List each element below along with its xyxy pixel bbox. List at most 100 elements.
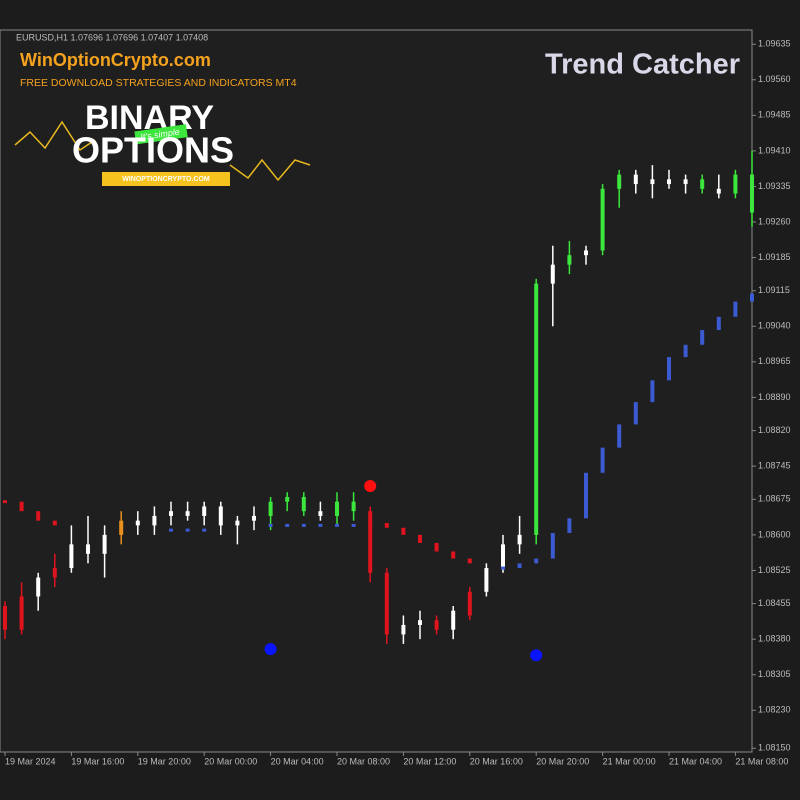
candle-body [617, 174, 622, 189]
trend-segment [517, 563, 522, 569]
candle-body [401, 624, 406, 635]
y-tick-label: 1.09485 [758, 110, 791, 120]
trend-segment [467, 558, 472, 564]
y-tick-label: 1.09115 [758, 285, 790, 295]
candle-body [683, 179, 688, 185]
candle-body [584, 250, 588, 256]
y-tick-label: 1.09185 [758, 252, 791, 262]
trend-segment [600, 447, 605, 473]
trend-segment [202, 528, 207, 532]
candle-body [252, 515, 256, 521]
watermark-tagline: FREE DOWNLOAD STRATEGIES AND INDICATORS … [20, 77, 297, 89]
symbol-header: EURUSD,H1 1.07696 1.07696 1.07407 1.0740… [16, 32, 208, 42]
candle-body [69, 544, 74, 569]
trend-segment [434, 542, 439, 552]
candle-body [418, 620, 422, 625]
y-tick-label: 1.08745 [758, 461, 791, 471]
candle-body [451, 610, 456, 630]
trend-segment [185, 528, 190, 532]
trend-segment [617, 424, 622, 448]
trend-segment [268, 523, 273, 527]
trend-segment [700, 330, 705, 345]
trend-segment [285, 523, 290, 527]
candle-body [733, 174, 738, 194]
candle-body [534, 283, 539, 535]
candle-body [185, 511, 190, 516]
trend-segment [318, 523, 323, 527]
trend-segment [683, 344, 688, 358]
trend-segment [451, 551, 456, 559]
y-tick-label: 1.08965 [758, 356, 791, 366]
candle-body [3, 605, 7, 630]
x-tick-label: 19 Mar 16:00 [71, 756, 124, 766]
candle-body [318, 511, 323, 516]
trend-segment [716, 316, 721, 331]
y-tick-label: 1.09410 [758, 145, 791, 155]
trend-segment [384, 523, 389, 528]
candle-body [750, 174, 754, 213]
x-tick-label: 20 Mar 00:00 [204, 756, 257, 766]
y-tick-label: 1.09260 [758, 216, 791, 226]
y-tick-label: 1.09560 [758, 74, 791, 84]
x-tick-label: 20 Mar 12:00 [403, 756, 456, 766]
candle-body [36, 577, 41, 597]
candle-body [384, 572, 389, 635]
trend-segment [169, 528, 173, 532]
candle-body [19, 596, 24, 630]
x-tick-label: 20 Mar 08:00 [337, 756, 390, 766]
candle-body [716, 188, 721, 194]
candle-body [218, 506, 223, 526]
candle-body [285, 496, 290, 502]
candle-body [169, 511, 173, 516]
logo-zigzag [229, 158, 311, 182]
signal-dot [264, 643, 277, 656]
y-tick-label: 1.08230 [758, 705, 791, 715]
y-tick-label: 1.08890 [758, 392, 791, 402]
y-tick-label: 1.09040 [758, 321, 791, 331]
candle-body [301, 496, 306, 512]
trend-segment [550, 532, 555, 559]
candle-body [52, 568, 57, 578]
signal-dot [364, 480, 377, 493]
y-tick-label: 1.08455 [758, 598, 791, 608]
candle-body [335, 501, 339, 516]
x-tick-label: 20 Mar 04:00 [271, 756, 324, 766]
x-tick-label: 21 Mar 00:00 [603, 756, 656, 766]
candle-body [268, 501, 273, 516]
x-tick-label: 20 Mar 16:00 [470, 756, 523, 766]
url-box [102, 172, 230, 186]
candle-body [434, 620, 439, 630]
y-tick-label: 1.09635 [758, 39, 791, 49]
x-tick-label: 21 Mar 08:00 [735, 756, 788, 766]
candle-body [667, 179, 671, 185]
trend-segment [733, 301, 738, 317]
y-tick-label: 1.08675 [758, 494, 791, 504]
trend-segment [52, 520, 57, 526]
trend-segment [368, 521, 373, 525]
x-tick-label: 19 Mar 20:00 [138, 756, 191, 766]
watermark-url: WINOPTIONCRYPTO.COM [122, 176, 210, 183]
signal-dot [530, 649, 543, 662]
candle-body [152, 515, 157, 526]
y-tick-label: 1.08600 [758, 529, 791, 539]
trend-segment [3, 500, 7, 504]
candle-body [351, 501, 356, 512]
x-tick-label: 19 Mar 2024 [5, 756, 56, 766]
trend-segment [335, 523, 339, 527]
plot-frame [0, 29, 753, 753]
trend-segment [750, 293, 754, 302]
x-tick-label: 20 Mar 20:00 [536, 756, 589, 766]
trend-segment [567, 518, 572, 533]
logo-zigzag [14, 120, 96, 152]
candle-body [235, 520, 240, 526]
candle-body [202, 506, 207, 516]
trend-segment [501, 566, 505, 570]
y-tick-label: 1.09335 [758, 181, 791, 191]
candle-body [633, 174, 638, 185]
trend-segment [633, 402, 638, 425]
candle-body [501, 544, 505, 569]
trend-segment [301, 523, 306, 527]
watermark-site: WinOptionCrypto.com [20, 50, 211, 70]
chart-title: Trend Catcher [545, 49, 740, 81]
